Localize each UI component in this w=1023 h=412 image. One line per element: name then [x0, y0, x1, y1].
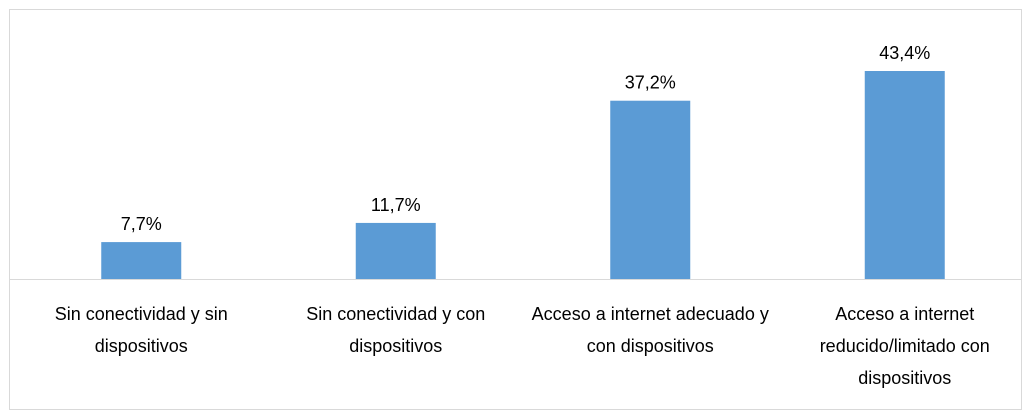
- data-label: 7,7%: [121, 214, 162, 234]
- bar: [610, 100, 691, 279]
- data-label: 11,7%: [371, 195, 421, 215]
- data-label: 37,2%: [625, 73, 676, 93]
- x-tick-label: Acceso a internet reducido/limitado con …: [819, 304, 990, 388]
- chart-frame: [9, 9, 1022, 410]
- bar: [101, 242, 182, 279]
- x-tick-label: Acceso a internet adecuado y con disposi…: [531, 304, 769, 356]
- bar: [355, 222, 436, 279]
- data-label: 43,4%: [879, 43, 930, 63]
- x-tick-label: Sin conectividad y con dispositivos: [306, 304, 486, 356]
- bar: [864, 71, 945, 279]
- x-tick-label: Sin conectividad y sin dispositivos: [54, 304, 228, 356]
